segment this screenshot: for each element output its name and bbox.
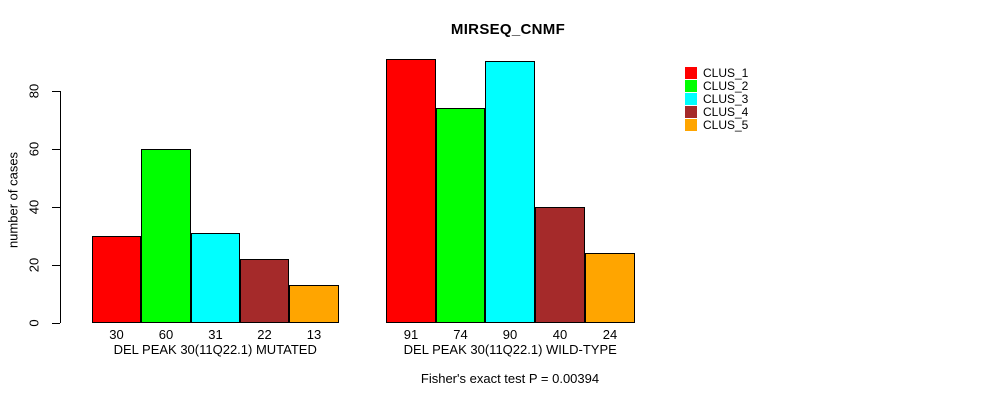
legend-label: CLUS_3 [703,92,749,106]
bar-clus_2 [141,149,191,323]
group-axis-label: DEL PEAK 30(11Q22.1) WILD-TYPE [403,342,617,357]
bar-value-label: 30 [109,327,124,342]
bar-value-label: 74 [453,327,468,342]
bar-clus_1 [92,236,141,323]
bar-clus_3 [485,61,535,323]
bar-value-label: 91 [403,327,419,342]
legend-item: CLUS_1 [685,67,748,79]
y-axis-tick-label: 80 [26,83,42,99]
legend: CLUS_1 CLUS_2 CLUS_3 CLUS_4 CLUS_5 [685,67,748,131]
bar-value-label: 31 [208,327,223,342]
bar-value-label: 13 [306,327,322,342]
fisher-test-footnote: Fisher's exact test P = 0.00394 [420,371,600,386]
legend-item: CLUS_3 [685,93,748,105]
bar-clus_3 [191,233,240,323]
chart-title: MIRSEQ_CNMF [450,21,566,38]
legend-item: CLUS_4 [685,106,748,118]
bar-clus_5 [585,253,635,323]
legend-label: CLUS_2 [703,79,749,93]
bar-clus_5 [289,285,339,323]
legend-color-swatch [685,93,697,105]
legend-label: CLUS_5 [703,118,749,132]
y-axis-tick [52,91,60,92]
legend-color-swatch [685,80,697,92]
legend-item: CLUS_5 [685,119,748,131]
bar-clus_1 [386,59,436,323]
legend-color-swatch [685,106,697,118]
bar-value-label: 22 [257,327,272,342]
y-axis-line [60,90,61,323]
y-axis-tick-label: 60 [26,141,42,157]
bar-value-label: 60 [158,327,174,342]
bar-clus_4 [535,207,585,323]
y-axis-title: number of cases [5,151,21,249]
legend-item: CLUS_2 [685,80,748,92]
legend-label: CLUS_4 [703,105,749,119]
y-axis-tick [52,265,60,266]
bar-clus_4 [240,259,289,323]
y-axis-tick [52,323,60,324]
y-axis-tick [52,149,60,150]
bar-clus_2 [436,108,485,323]
bar-value-label: 40 [552,327,568,342]
bar-value-label: 90 [502,327,518,342]
y-axis-tick-label: 0 [26,319,42,327]
y-axis-tick-label: 20 [26,257,42,273]
bar-value-label: 24 [602,327,618,342]
legend-label: CLUS_1 [703,66,749,80]
legend-color-swatch [685,67,697,79]
group-axis-label: DEL PEAK 30(11Q22.1) MUTATED [113,342,317,357]
legend-color-swatch [685,119,697,131]
y-axis-tick-label: 40 [26,199,42,215]
y-axis-tick [52,207,60,208]
